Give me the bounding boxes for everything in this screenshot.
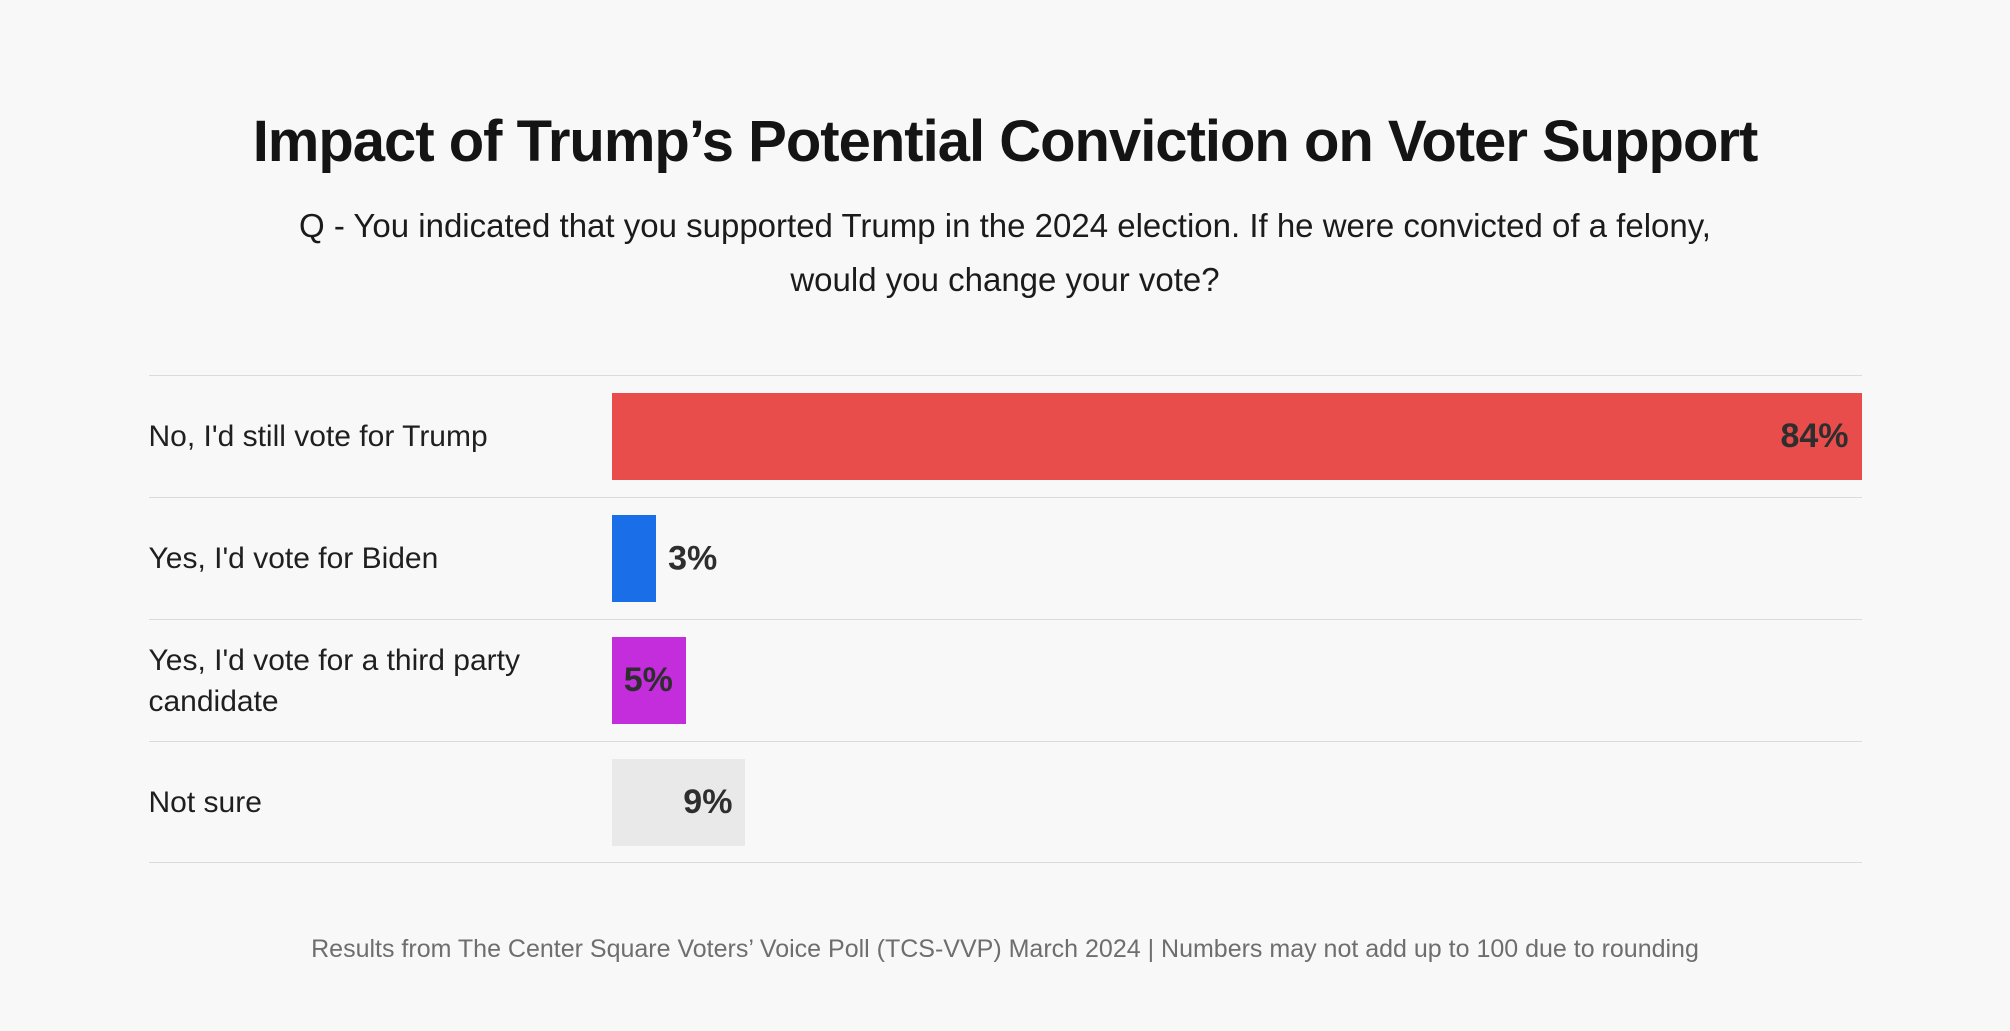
bar-still-trump: 84% xyxy=(611,393,1862,480)
bar-area: 9% xyxy=(611,758,1862,846)
category-label: Yes, I'd vote for Biden xyxy=(148,542,439,575)
chart-row-third-party: Yes, I'd vote for a third party candidat… xyxy=(148,619,1862,741)
bar-not-sure: 9% xyxy=(611,758,746,846)
bar-value-label: 5% xyxy=(623,661,673,699)
chart-question-line-1: Q - You indicated that you supported Tru… xyxy=(299,207,1711,244)
bar-value-label: 3% xyxy=(668,539,718,577)
category-label: No, I'd still vote for Trump xyxy=(148,420,488,453)
chart-question-line-2: would you change your vote? xyxy=(790,261,1220,298)
bar-area: 5% xyxy=(611,637,1862,724)
category-label: Yes, I'd vote for a third party candidat… xyxy=(148,643,520,718)
bar-third-party: 5% xyxy=(611,637,686,724)
bar-value-label: 9% xyxy=(683,782,733,821)
chart-row-still-trump: No, I'd still vote for Trump 84% xyxy=(148,375,1862,497)
bar-area: 84% xyxy=(611,393,1862,480)
chart-question: Q - You indicated that you supported Tru… xyxy=(0,199,2010,307)
chart-header: Impact of Trump’s Potential Conviction o… xyxy=(0,0,2010,307)
bar-vote-biden: 3% xyxy=(611,515,717,602)
chart-row-not-sure: Not sure 9% xyxy=(148,741,1862,863)
chart-row-vote-biden: Yes, I'd vote for Biden 3% xyxy=(148,497,1862,619)
source-attribution: Results from The Center Square Voters’ V… xyxy=(311,935,1699,963)
page-title: Impact of Trump’s Potential Conviction o… xyxy=(252,109,1759,174)
category-label: Not sure xyxy=(148,785,262,819)
bar-value-label: 84% xyxy=(1780,417,1849,455)
bar-chart: No, I'd still vote for Trump 84% Yes, I'… xyxy=(148,375,1862,863)
bar-area: 3% xyxy=(611,515,1862,602)
